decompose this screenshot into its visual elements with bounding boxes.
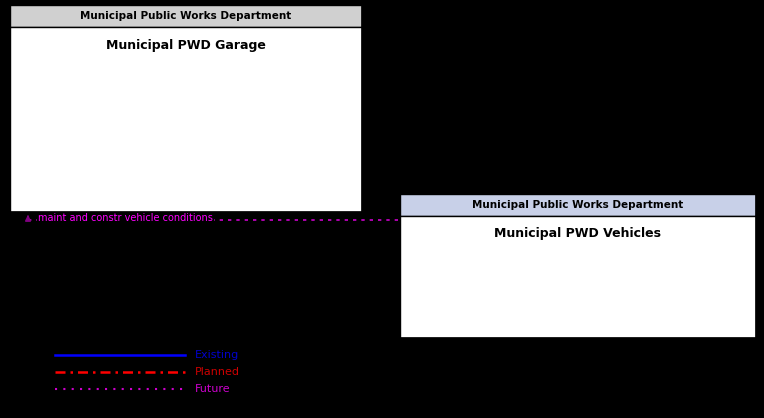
Text: Municipal PWD Vehicles: Municipal PWD Vehicles [494, 227, 662, 240]
Bar [10, 27, 362, 212]
Text: Planned: Planned [195, 367, 240, 377]
Text: Existing: Existing [195, 350, 239, 360]
Bar [10, 5, 362, 27]
Bar [10, 5, 362, 212]
Text: Municipal PWD Garage: Municipal PWD Garage [106, 38, 266, 51]
Text: Future: Future [195, 384, 231, 394]
Bar [400, 194, 756, 216]
Text: Municipal Public Works Department: Municipal Public Works Department [80, 11, 292, 21]
Text: Municipal Public Works Department: Municipal Public Works Department [472, 200, 684, 210]
Bar [400, 216, 756, 338]
Text: maint and constr vehicle conditions: maint and constr vehicle conditions [38, 213, 213, 223]
Bar [400, 194, 756, 338]
